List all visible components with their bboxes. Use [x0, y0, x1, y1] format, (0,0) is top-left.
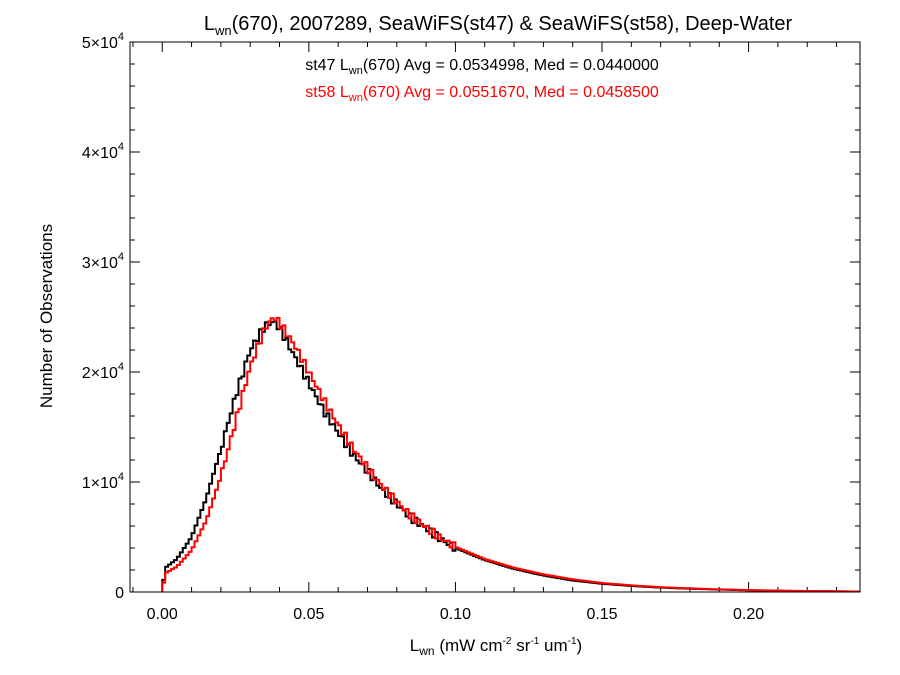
- x-axis-label-exp1: -2: [503, 636, 512, 647]
- annotation-st58: st58 Lwn(670) Avg = 0.0551670, Med = 0.0…: [305, 84, 659, 104]
- y-tick-label: 2×104: [82, 361, 124, 382]
- axis-ticks: 0.00 0.05 0.10 0.15 0.20 0 1×104 2×104 3×104 4×10…: [82, 31, 860, 623]
- y-tick-label: 5×104: [82, 31, 124, 52]
- y-tick-label: 3×104: [82, 251, 124, 272]
- x-axis-label-units-mid: sr: [511, 636, 530, 655]
- x-tick-label: 0.10: [440, 606, 471, 623]
- annotation-st58-prefix: st58 L: [305, 84, 349, 101]
- x-tick-label: 0.20: [733, 606, 764, 623]
- annotation-st47-subscript: wn: [348, 65, 363, 77]
- chart-title-rest: (670), 2007289, SeaWiFS(st47) & SeaWiFS(…: [232, 13, 793, 35]
- series-layer: [161, 316, 860, 593]
- plot-frame: [129, 41, 861, 593]
- x-tick-label: 0.05: [293, 606, 324, 623]
- series-st58-line: [161, 316, 860, 593]
- annotation-st58-suffix: (670) Avg = 0.0551670, Med = 0.0458500: [363, 84, 659, 101]
- series-st47-line: [161, 320, 860, 593]
- x-axis-label: Lwn (mW cm-2 sr-1 um-1): [410, 636, 582, 658]
- x-axis-label-subscript: wn: [418, 644, 434, 658]
- y-tick-label: 1×104: [82, 471, 124, 492]
- chart-title-main-subscript: wn: [214, 23, 232, 38]
- chart-title: Lwn(670), 2007289, SeaWiFS(st47) & SeaWi…: [204, 13, 793, 38]
- x-axis-label-exp3: -1: [568, 636, 577, 647]
- x-axis-label-main: L: [410, 636, 419, 655]
- y-axis-label: Number of Observations: [37, 224, 56, 408]
- x-axis-label-units-prefix: (mW cm: [435, 636, 503, 655]
- annotation-st47-prefix: st47 L: [305, 57, 349, 74]
- x-tick-label: 0.15: [586, 606, 617, 623]
- x-axis-label-units-mid2: um: [539, 636, 567, 655]
- chart-title-main: L: [204, 13, 215, 35]
- y-tick-label: 0: [115, 585, 124, 602]
- y-tick-label: 4×104: [82, 141, 124, 162]
- x-axis-label-exp2: -1: [530, 636, 539, 647]
- x-axis-label-units-suffix: ): [577, 636, 583, 655]
- x-tick-label: 0.00: [147, 606, 178, 623]
- annotation-st47: st47 Lwn(670) Avg = 0.0534998, Med = 0.0…: [305, 57, 659, 77]
- annotation-st47-suffix: (670) Avg = 0.0534998, Med = 0.0440000: [363, 57, 659, 74]
- annotation-st58-subscript: wn: [348, 92, 363, 104]
